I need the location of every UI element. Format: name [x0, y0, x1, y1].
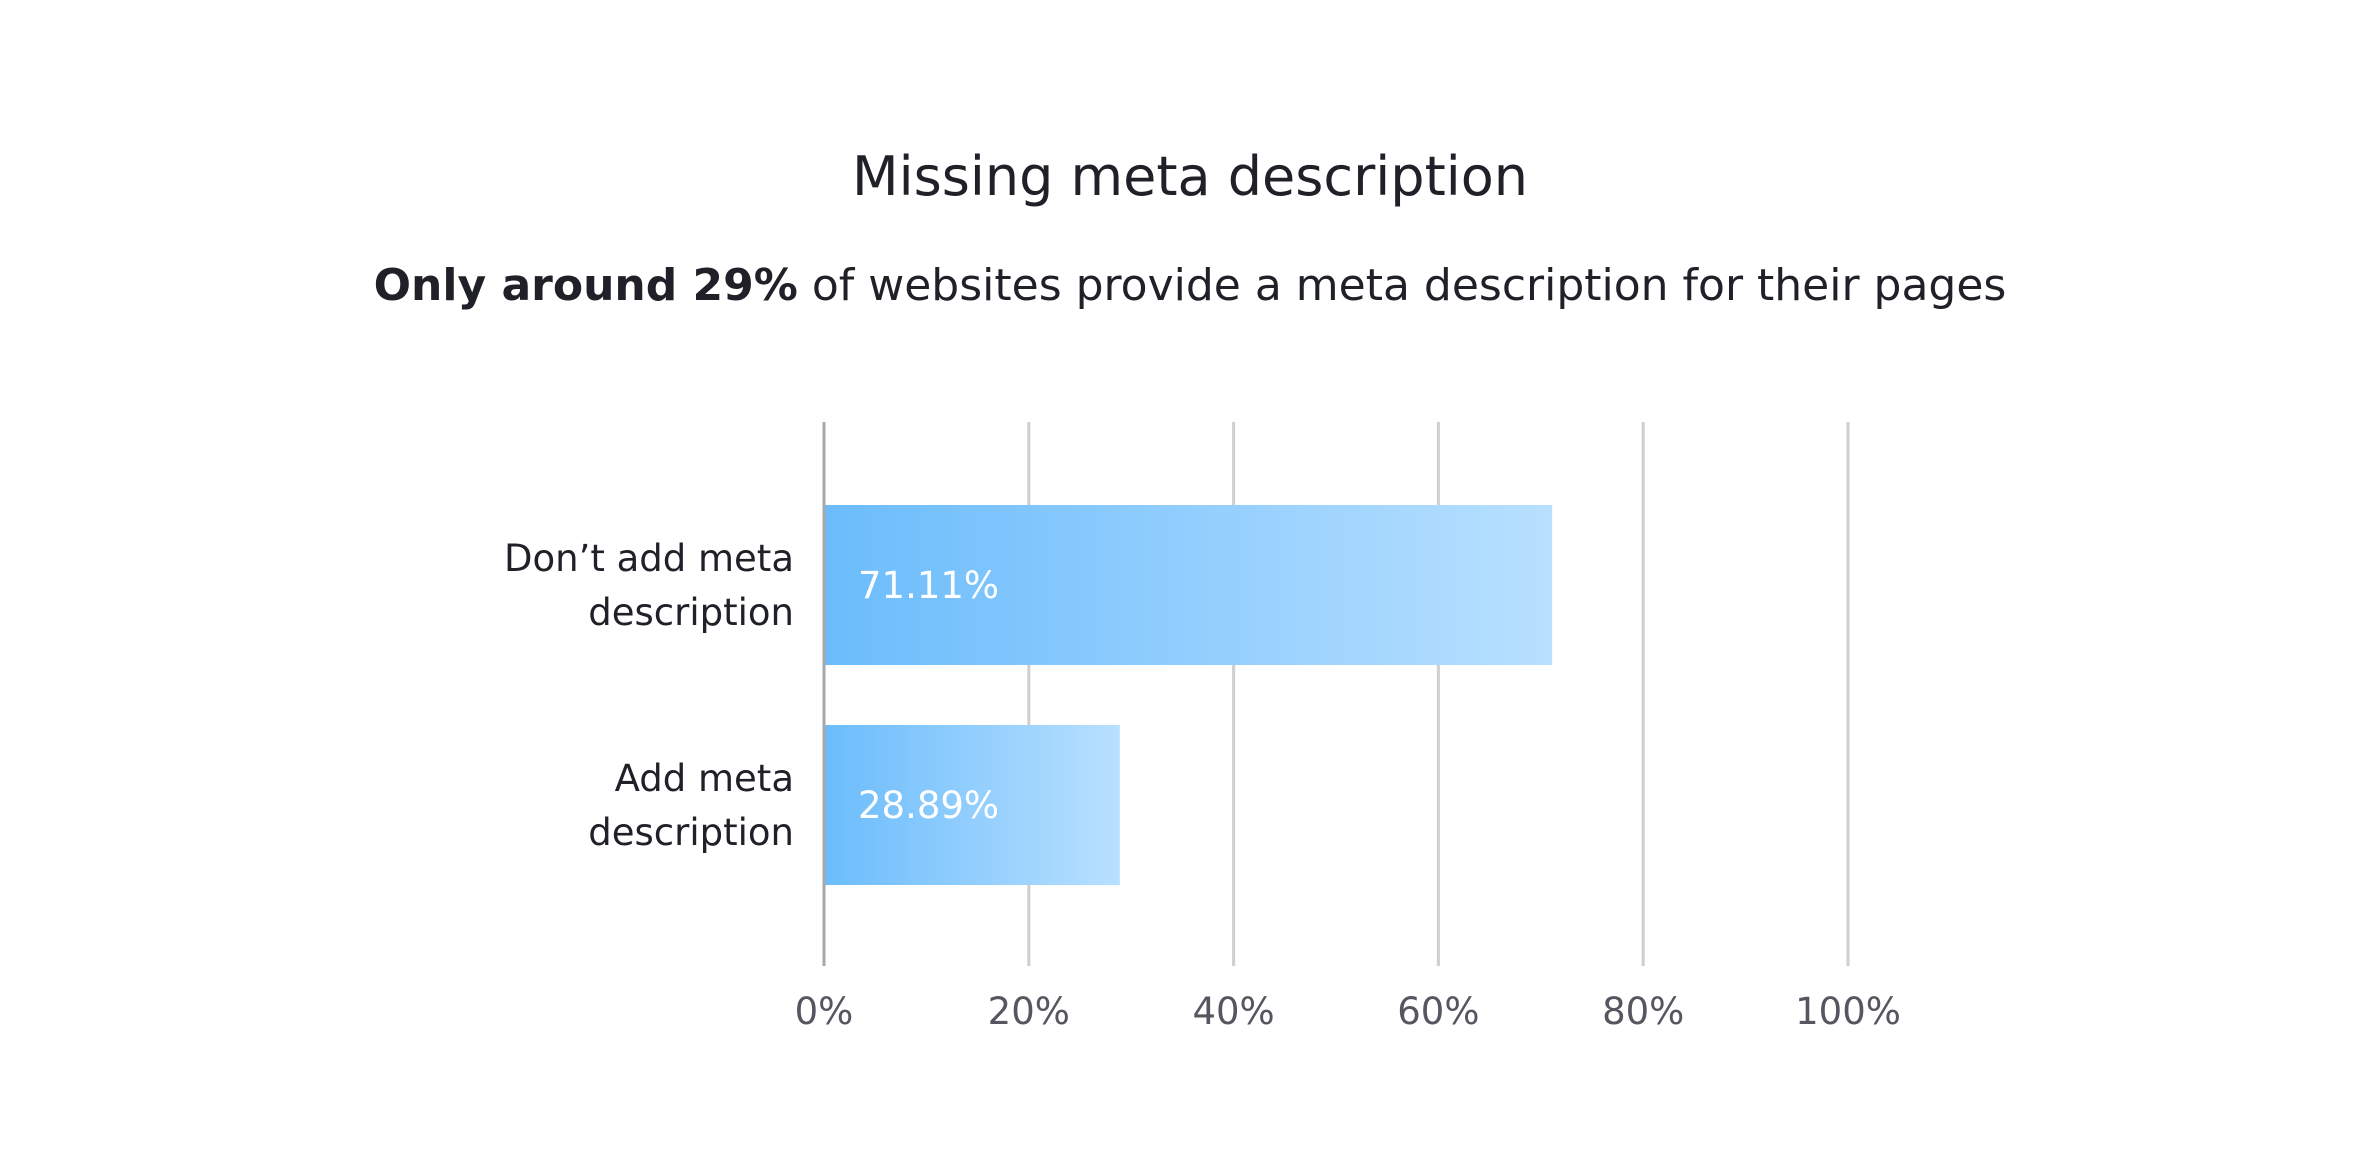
gridlines	[1027, 422, 1850, 966]
x-tick-label: 100%	[1795, 990, 1901, 1033]
bar-1	[824, 725, 1120, 885]
bar-value-label: 71.11%	[858, 564, 999, 607]
labels: 0% 20% 40% 60% 80% 100% 71.11% Don’t add meta de…	[504, 537, 1901, 1033]
bars	[824, 505, 1553, 885]
x-tick-label: 20%	[988, 990, 1070, 1033]
x-tick-label: 0%	[795, 990, 854, 1033]
bar-value-label: 28.89%	[858, 784, 999, 827]
category-label: Don’t add meta description	[504, 537, 794, 634]
category-label: Add meta description	[588, 757, 794, 854]
x-tick-label: 60%	[1397, 990, 1479, 1033]
chart-subtitle-text: of websites provide a meta description f…	[797, 260, 2007, 311]
chart-subtitle: Only around 29% of websites provide a me…	[0, 256, 2380, 316]
bar-0	[824, 505, 1553, 665]
chart-title: Missing meta description	[851, 145, 1529, 208]
x-tick-label: 80%	[1602, 990, 1684, 1033]
chart-subtitle-highlight: Only around 29%	[373, 260, 798, 311]
x-tick-label: 40%	[1192, 990, 1274, 1033]
